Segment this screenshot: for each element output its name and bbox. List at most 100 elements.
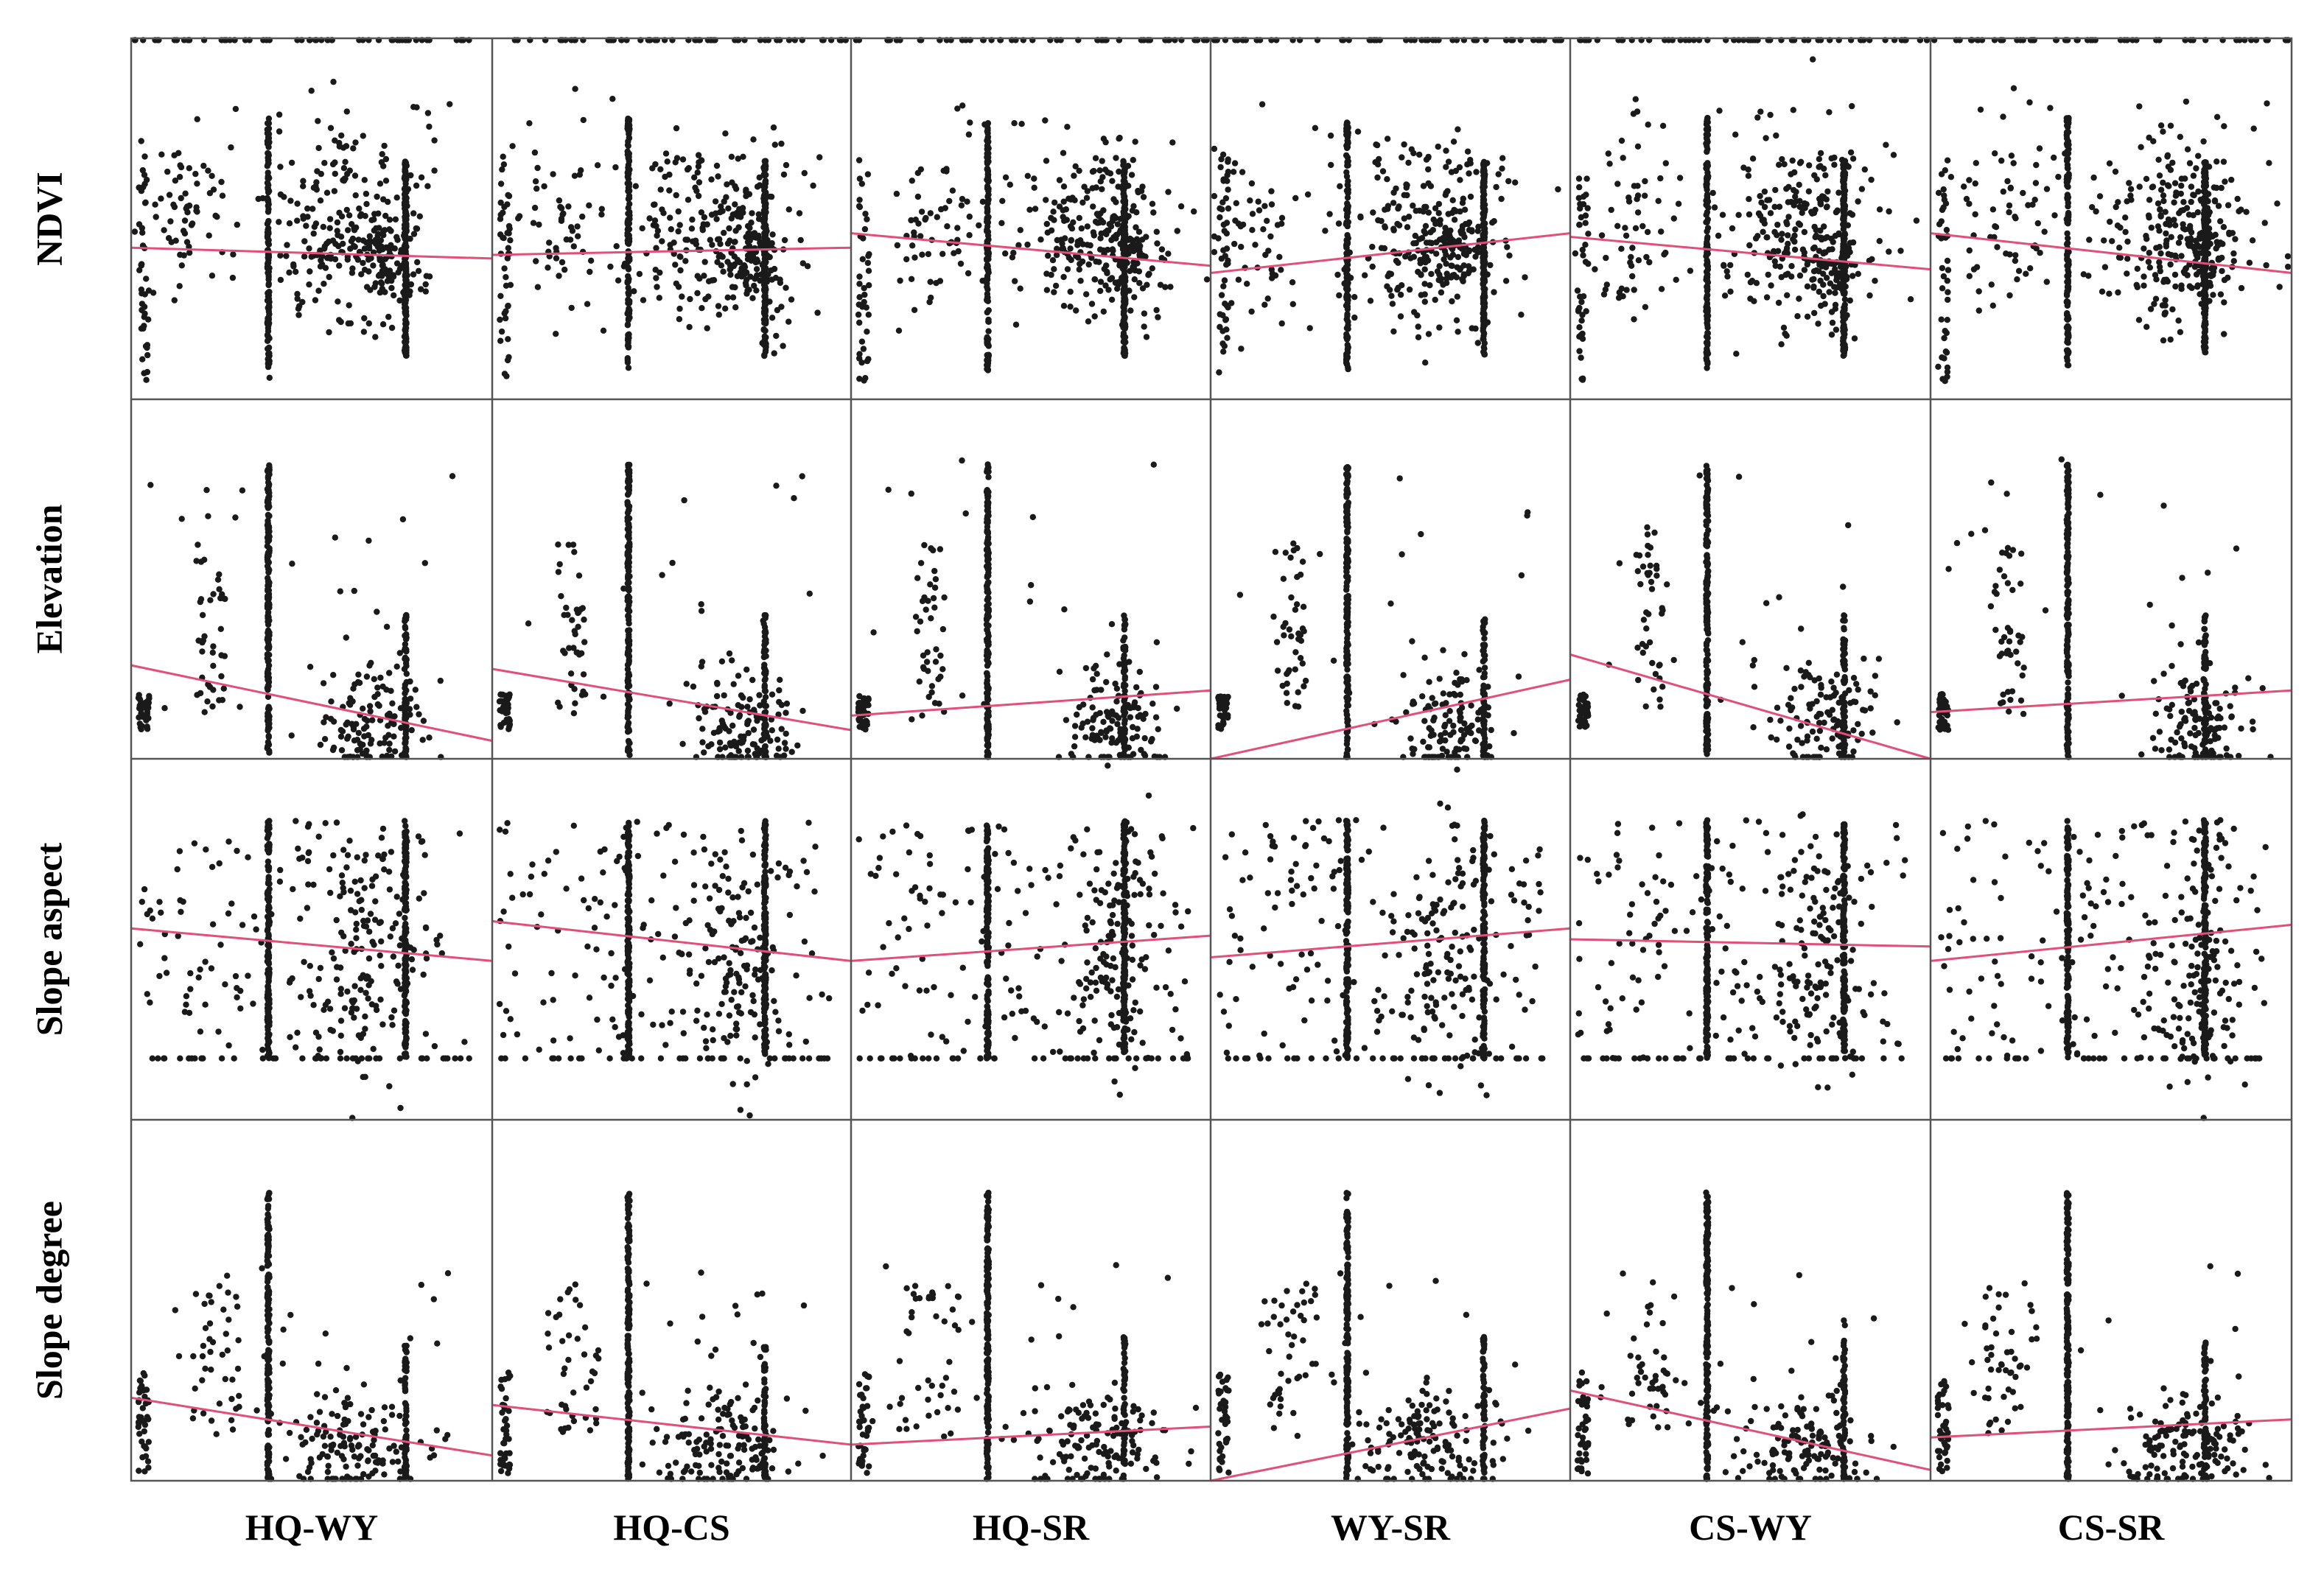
scatter-point [1940,186,1947,193]
scatter-point [1988,281,1995,288]
scatter-point [1425,153,1432,161]
scatter-point [2200,264,2207,271]
scatter-point [1747,295,1754,302]
scatter-point [1292,194,1299,202]
scatter-point [1177,203,1185,210]
scatter-point [2210,272,2216,278]
scatter-point [1866,292,1873,299]
scatter-point [727,271,734,278]
scatter-point [1261,301,1268,308]
scatter-point [2194,282,2201,289]
scatter-point [2143,233,2149,239]
scatter-point [587,257,595,264]
scatter-point [2128,197,2135,203]
scatter-point [1831,161,1838,168]
scatter-point [2064,256,2071,262]
scatter-point [1049,257,1057,264]
scatter-point [2206,234,2213,241]
scatter-point [964,198,970,205]
scatter-point [856,355,863,362]
scatter-point [326,216,334,222]
scatter-point [265,125,273,132]
scatter-point [264,684,270,691]
scatter-point [1938,316,1945,323]
scatter-point [1017,227,1024,234]
scatter-point [265,322,272,329]
scatter-point [1823,275,1830,281]
scatter-point [209,172,215,179]
scatter-point [1060,245,1066,251]
scatter-point [295,312,302,318]
scatter-point [1056,177,1063,183]
scatter-point [1704,296,1710,303]
scatter-point [386,226,393,233]
scatter-point [140,325,147,332]
scatter-point [1397,291,1404,298]
scatter-point [1883,141,1889,148]
scatter-point [326,273,332,281]
scatter-point [150,290,157,296]
scatter-point [2195,152,2202,159]
scatter-point [1289,279,1296,286]
scatter-point [1704,266,1712,273]
scatter-point [1504,244,1511,250]
scatter-point [624,357,631,363]
scatter-point [1079,258,1086,265]
scatter-point [332,159,338,166]
scatter-point [265,332,271,339]
scatter-point [1973,160,1979,166]
scatter-point [1043,197,1049,203]
scatter-point [350,145,357,152]
scatter-point [1813,227,1819,234]
scatter-point [1113,199,1119,206]
scatter-point [763,192,769,199]
scatter-point [731,253,738,260]
scatter-point [1390,225,1397,232]
scatter-point [908,217,914,224]
scatter-point [1744,271,1751,278]
scatter-point [2063,354,2071,361]
scatter-point [2157,186,2165,193]
scatter-point [1843,275,1850,281]
scatter-point [541,183,547,190]
scatter-point [265,575,271,581]
scatter-point [1855,198,1861,205]
scatter-point [689,216,696,223]
scatter-point [1174,228,1181,234]
scatter-point [1645,122,1651,128]
scatter-point [731,239,738,245]
scatter-point [1945,296,1951,304]
scatter-point [2229,230,2236,236]
scatter-point [265,569,272,576]
scatter-point [856,273,863,280]
scatter-point [2136,183,2143,190]
scatter-point [1345,345,1351,351]
scatter-point [315,287,322,294]
trend-line [130,246,493,260]
scatter-point [1417,256,1424,263]
scatter-point [856,351,863,357]
scatter-point [501,265,508,272]
scatter-point [315,118,321,125]
scatter-point [375,210,382,217]
scatter-point [865,312,872,318]
scatter-point [1760,217,1767,223]
scatter-point [676,316,683,323]
scatter-point [783,284,789,291]
scatter-point [1344,119,1351,127]
scatter-point [315,144,322,152]
scatter-point [1217,205,1223,211]
scatter-point [1346,249,1354,256]
scatter-point [1451,272,1457,278]
scatter-point [1045,252,1051,259]
scatter-point [309,206,316,212]
scatter-point [704,221,710,228]
scatter-point [365,268,372,275]
scatter-point [1404,192,1410,199]
scatter-point [1231,240,1238,248]
scatter-point [600,327,607,334]
scatter-point [1109,246,1116,253]
scatter-point [501,371,508,377]
scatter-point [1101,265,1108,273]
scatter-point [1060,303,1068,309]
